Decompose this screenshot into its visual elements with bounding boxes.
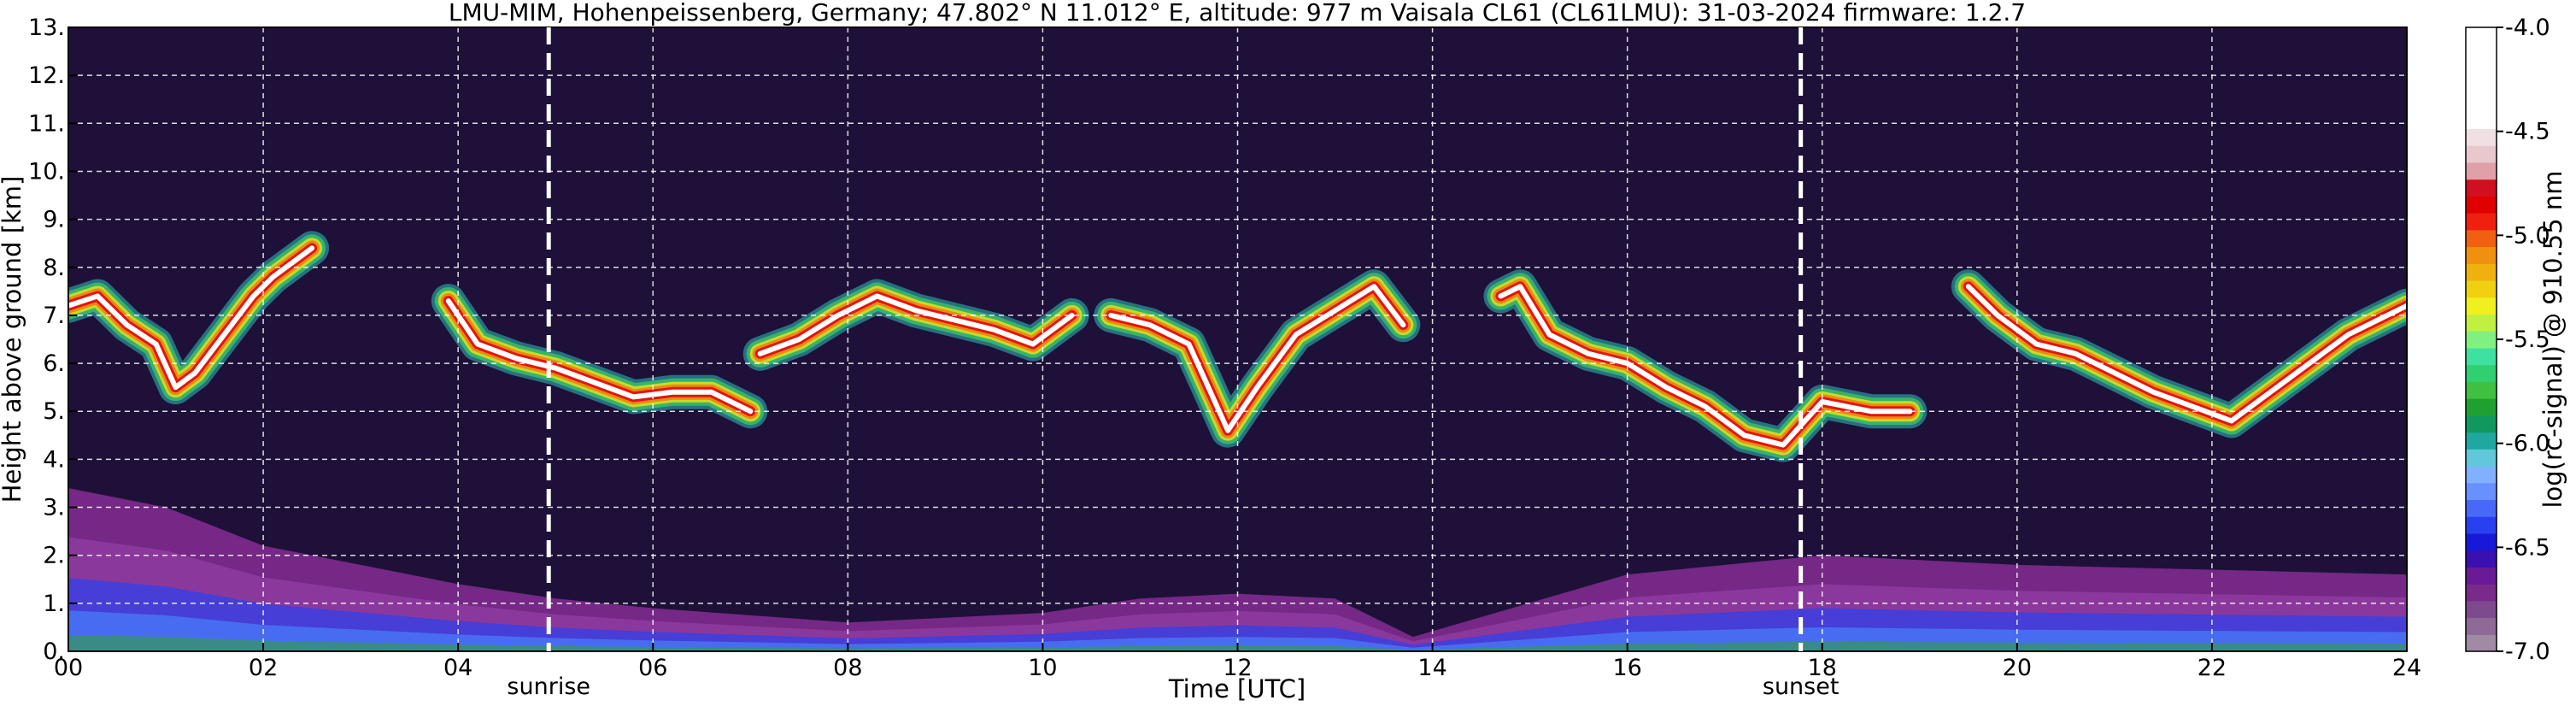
y-tick-label: 12.	[28, 62, 65, 89]
x-tick-label: 02	[249, 655, 278, 681]
colorbar-segment	[2466, 44, 2497, 62]
colorbar-segment	[2466, 297, 2497, 315]
y-tick-label: 7.	[43, 303, 65, 329]
y-tick-label: 1.	[43, 591, 65, 617]
cloud-layer	[1108, 284, 1406, 433]
x-tick-label: 20	[2003, 655, 2032, 681]
colorbar-tick-label: -6.0	[2505, 431, 2550, 457]
colorbar-segment	[2466, 94, 2497, 113]
colorbar-segment	[2466, 331, 2497, 349]
colorbar-segment	[2466, 600, 2497, 619]
colorbar-segment	[2466, 617, 2497, 635]
colorbar-segment	[2466, 364, 2497, 382]
colorbar-segment	[2466, 162, 2497, 180]
colorbar-tick-label: -4.0	[2505, 15, 2550, 41]
colorbar-segment	[2466, 465, 2497, 484]
colorbar-segment	[2466, 111, 2497, 129]
colorbar-segment	[2466, 263, 2497, 281]
colorbar-segment	[2466, 567, 2497, 585]
sunset-label: sunset	[1763, 674, 1840, 700]
colorbar-tick-label: -6.5	[2505, 534, 2550, 561]
x-tick-label: 08	[833, 655, 862, 681]
colorbar-segment	[2466, 128, 2497, 146]
y-axis-label: Height above ground [km]	[0, 176, 26, 503]
x-tick-label: 04	[443, 655, 472, 681]
colorbar-segment	[2466, 634, 2497, 652]
colorbar-segment	[2466, 229, 2497, 248]
cloud-layer	[1498, 284, 1913, 448]
y-tick-label: 3.	[43, 495, 65, 521]
colorbar-segment	[2466, 550, 2497, 568]
cloud-layer	[1965, 284, 2407, 424]
colorbar-segment	[2466, 279, 2497, 298]
colorbar-segment	[2466, 179, 2497, 197]
colorbar-label: log(rc-signal) @ 910.55 nm	[2538, 170, 2567, 508]
x-tick-label: 22	[2198, 655, 2227, 681]
y-tick-label: 10.	[28, 158, 65, 185]
colorbar-segment	[2466, 213, 2497, 231]
colorbar-segment	[2466, 78, 2497, 96]
y-tick-label: 5.	[43, 398, 65, 425]
colorbar-segment	[2466, 415, 2497, 433]
colorbar-segment	[2466, 398, 2497, 416]
x-tick-label: 12	[1223, 655, 1252, 681]
grid	[68, 27, 2407, 651]
colorbar-segment	[2466, 145, 2497, 163]
colorbar-segment	[2466, 449, 2497, 467]
plot-area	[68, 27, 2407, 651]
colorbar-segment	[2466, 584, 2497, 602]
y-axis-ticks: 0. 1. 2. 3. 4. 5. 6. 7. 8. 9. 10. 11. 12. 13.	[28, 15, 77, 665]
colorbar: -4.0 -4.5 -5.0 -5.5 -6.0 -6.5 -7.0	[2465, 15, 2550, 665]
x-tick-label: 00	[54, 655, 83, 681]
x-axis-label: Time [UTC]	[1168, 674, 1306, 703]
x-tick-label: 18	[1808, 655, 1837, 681]
x-axis-ticks: 00 02 04 06 08 10 12 14 16 18 20 22 24	[54, 643, 2421, 681]
sun-markers: sunrise sunset	[507, 27, 1839, 700]
colorbar-segment	[2466, 482, 2497, 501]
colorbar-tick-label: -5.0	[2505, 222, 2550, 249]
colorbar-segment	[2466, 196, 2497, 214]
y-tick-label: 8.	[43, 255, 65, 281]
colorbar-tick-label: -7.0	[2505, 638, 2550, 665]
y-tick-label: 13.	[28, 15, 65, 41]
cloud-layer	[445, 298, 754, 415]
colorbar-segment	[2466, 347, 2497, 366]
y-tick-label: 2.	[43, 543, 65, 569]
y-tick-label: 6.	[43, 350, 65, 377]
colorbar-segment	[2466, 381, 2497, 399]
colorbar-segment	[2466, 246, 2497, 264]
colorbar-segment	[2466, 61, 2497, 79]
x-tick-label: 14	[1417, 655, 1446, 681]
colorbar-tick-label: -5.5	[2505, 327, 2550, 353]
y-tick-label: 0.	[43, 638, 65, 665]
x-tick-label: 24	[2392, 655, 2421, 681]
colorbar-segment	[2466, 516, 2497, 534]
x-tick-label: 16	[1612, 655, 1641, 681]
colorbar-tick-label: -4.5	[2505, 119, 2550, 145]
y-tick-label: 4.	[43, 446, 65, 473]
y-tick-label: 11.	[28, 110, 65, 137]
cloud-layers	[68, 231, 2407, 462]
colorbar-segment	[2466, 432, 2497, 450]
colorbar-segment	[2466, 314, 2497, 332]
colorbar-segment	[2466, 532, 2497, 551]
x-tick-label: 06	[638, 655, 667, 681]
x-tick-label: 10	[1028, 655, 1057, 681]
sunrise-label: sunrise	[507, 674, 590, 700]
colorbar-segment	[2466, 27, 2497, 45]
chart-title: LMU-MIM, Hohenpeissenberg, Germany; 47.8…	[449, 0, 2026, 26]
y-tick-label: 9.	[43, 207, 65, 233]
colorbar-segment	[2466, 499, 2497, 517]
cloud-layer	[757, 293, 1075, 356]
